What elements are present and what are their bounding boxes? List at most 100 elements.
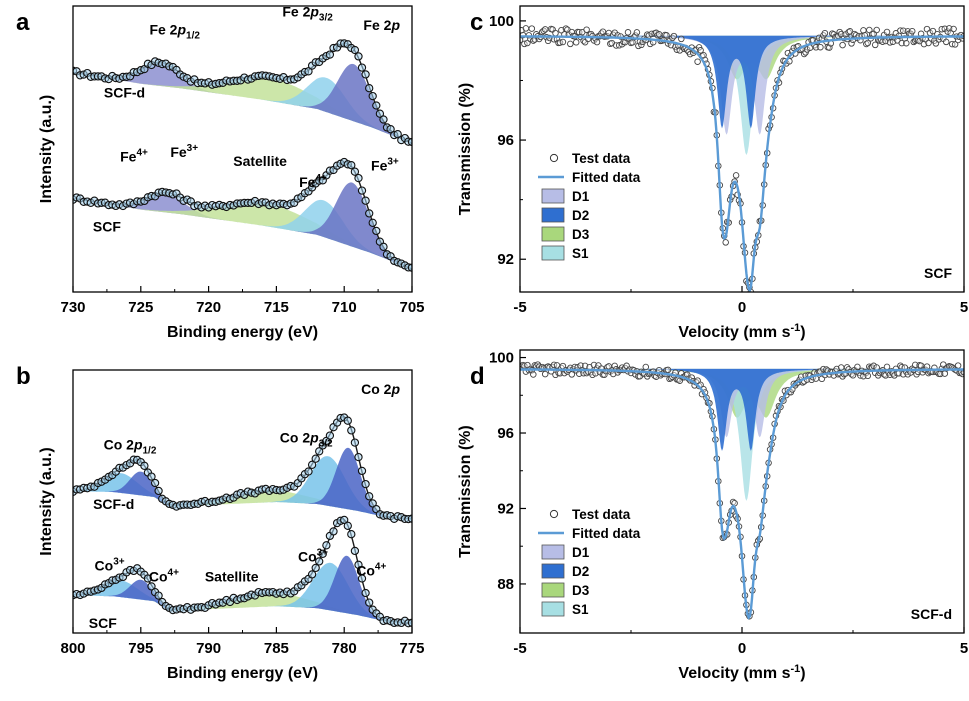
data-point (663, 32, 670, 39)
panel-a: 730 725 720 715 710 705 Binding energy (eV) Int… (16, 3, 425, 341)
annotation-lab-p12: Co 2p1/2 (104, 436, 157, 456)
data-point (386, 125, 395, 134)
data-point (154, 591, 163, 600)
data-point (372, 226, 381, 236)
data-point (589, 371, 596, 379)
data-point (347, 161, 356, 170)
annotation-lab-sat: Satellite (233, 153, 287, 169)
data-point (365, 492, 374, 501)
component-fe4- (73, 72, 412, 144)
x-axis: 730 725 720 715 710 705 (60, 286, 425, 316)
legend-label: Fitted data (572, 526, 641, 541)
legend-item-d3: D3 (541, 226, 590, 242)
data-point (354, 173, 363, 183)
annotation-lab-p12: Fe 2p1/2 (149, 22, 200, 42)
x-tick-label: 775 (399, 640, 424, 657)
legend-label: Fitted data (572, 170, 641, 185)
annotation-lab-scfd: SCF-d (104, 85, 145, 101)
data-point (655, 31, 663, 38)
legend-swatch (541, 582, 565, 598)
data-point (732, 172, 740, 179)
annotation-lab-scfd: SCF-d (93, 496, 134, 512)
x-tick-label: 730 (60, 299, 85, 316)
data-point (150, 478, 160, 488)
data-point (315, 557, 324, 566)
data-point (325, 431, 335, 440)
data-point (307, 570, 317, 579)
panel-label: d (470, 363, 485, 390)
y-axis-label: Intensity (a.u.) (38, 95, 55, 203)
x-axis: -5 0 5 (513, 286, 968, 316)
data-point (379, 115, 388, 124)
data-point (864, 39, 872, 47)
spectrum-scf-d (73, 413, 412, 524)
component-fe3- (73, 63, 412, 144)
data-point (642, 363, 650, 371)
y-axis: 88 92 96 100 (489, 350, 526, 593)
data-point (365, 84, 374, 93)
component-s1 (520, 35, 964, 155)
legend-label: D3 (572, 227, 590, 242)
x-tick-label: 0 (738, 640, 746, 657)
x-tick-label: 725 (128, 299, 153, 316)
data-point (522, 25, 530, 32)
data-point (140, 461, 149, 470)
legend-item-test-data: Test data (549, 151, 631, 166)
legend-item-d2: D2 (541, 563, 589, 579)
data-point (368, 218, 377, 227)
annotation-lab-co3a: Co3+ (95, 557, 125, 574)
data-point (375, 109, 385, 118)
x-axis: -5 0 5 (513, 627, 968, 657)
legend-item-d1: D1 (541, 544, 590, 560)
legend-item-test-data: Test data (549, 507, 631, 522)
data-point (839, 41, 846, 49)
data-point (350, 546, 360, 556)
data-point (670, 32, 678, 40)
x-tick-label: 715 (264, 299, 289, 316)
data-point (368, 91, 377, 101)
data-point (354, 452, 363, 462)
x-tick-label: 0 (738, 299, 746, 316)
plot-area (73, 413, 412, 628)
data-point (350, 45, 360, 55)
data-point (541, 26, 549, 33)
component-d2 (520, 368, 964, 451)
spectrum-scf (73, 515, 412, 628)
legend-item-d3: D3 (541, 582, 590, 598)
data-point (908, 27, 916, 35)
component-co4- (73, 555, 412, 624)
data-point (697, 47, 704, 54)
legend-label: Test data (572, 507, 631, 522)
component-co-2p1-2-b (73, 471, 412, 519)
data-point (873, 26, 880, 34)
x-axis-label: Binding energy (eV) (167, 324, 318, 341)
data-point (347, 530, 356, 539)
annotation-lab-sat: Satellite (205, 568, 259, 584)
legend-label: D2 (572, 564, 589, 579)
data-point (354, 560, 363, 569)
sample-label: SCF-d (911, 606, 952, 622)
sample-label: SCF (924, 265, 952, 281)
x-axis: 800 795 790 785 780 775 (60, 627, 425, 657)
x-tick-label: -5 (513, 640, 526, 657)
data-point (883, 363, 891, 371)
component-satellite (73, 198, 412, 270)
data-point (361, 196, 370, 205)
x-tick-label: -5 (513, 299, 526, 316)
data-point (365, 598, 374, 607)
data-point (143, 574, 153, 583)
spectrum-scf (73, 157, 412, 272)
x-tick-label: 705 (399, 299, 424, 316)
data-point (350, 167, 360, 176)
annotation-lab-co4a: Co4+ (149, 567, 179, 584)
legend-item-fitted-data: Fitted data (538, 526, 641, 541)
legend-swatch (541, 601, 565, 617)
data-point (530, 371, 537, 378)
component-fe4- (73, 198, 412, 270)
data-point (365, 209, 374, 218)
data-point (929, 27, 937, 35)
legend-item-fitted-data: Fitted data (538, 170, 641, 185)
x-tick-label: 780 (332, 640, 357, 657)
annotation-lab-scf: SCF (89, 615, 117, 631)
